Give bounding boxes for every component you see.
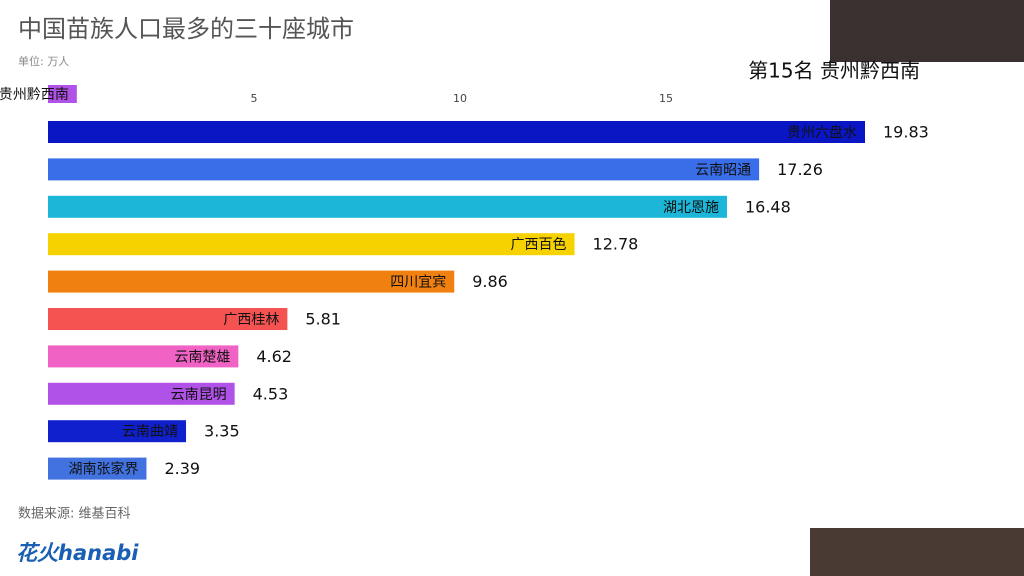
bar	[48, 158, 760, 181]
logo: 花火hanabi	[16, 541, 139, 565]
bar-label: 湖北恩施	[663, 200, 719, 216]
bar-label: 云南昭通	[695, 162, 751, 178]
bar	[48, 345, 239, 368]
bar	[48, 85, 77, 103]
bar-label: 云南楚雄	[174, 349, 230, 365]
value-label: 16.48	[745, 197, 791, 216]
x-tick-label: 5	[251, 92, 258, 105]
bar-label: 贵州黔西南	[0, 87, 69, 103]
value-label: 3.35	[204, 422, 240, 441]
value-label: 4.62	[256, 347, 292, 366]
bar-label: 云南曲靖	[122, 424, 178, 440]
bar-label: 四川宜宾	[390, 275, 446, 291]
value-label: 17.26	[777, 160, 823, 179]
bar	[48, 195, 727, 218]
value-label: 9.86	[472, 272, 508, 291]
bar-label: 湖南张家界	[68, 461, 138, 478]
value-label: 2.39	[164, 459, 200, 478]
source-note: 数据来源: 维基百科	[18, 507, 131, 522]
bar	[48, 270, 455, 293]
video-overlay	[830, 0, 1024, 62]
bar	[48, 457, 147, 480]
value-label: 5.81	[305, 310, 341, 329]
value-label: 12.78	[593, 235, 639, 254]
bar-label: 云南昆明	[171, 387, 227, 403]
chart-title: 中国苗族人口最多的三十座城市	[18, 15, 354, 43]
value-label: 4.53	[253, 384, 289, 403]
bar	[48, 233, 575, 256]
bar-label: 广西百色	[511, 236, 567, 253]
bar	[48, 308, 288, 330]
x-tick-label: 10	[453, 92, 467, 105]
bar-label: 贵州六盘水	[787, 124, 857, 141]
x-tick-label: 15	[659, 92, 673, 105]
unit-label: 单位: 万人	[18, 54, 69, 68]
bar	[48, 121, 865, 143]
bar	[48, 382, 235, 405]
bar-label: 广西桂林	[223, 312, 279, 328]
value-label: 19.83	[883, 123, 929, 142]
video-overlay	[810, 528, 1024, 576]
annotation: 第15名 贵州黔西南	[748, 59, 920, 83]
bar	[48, 420, 187, 443]
